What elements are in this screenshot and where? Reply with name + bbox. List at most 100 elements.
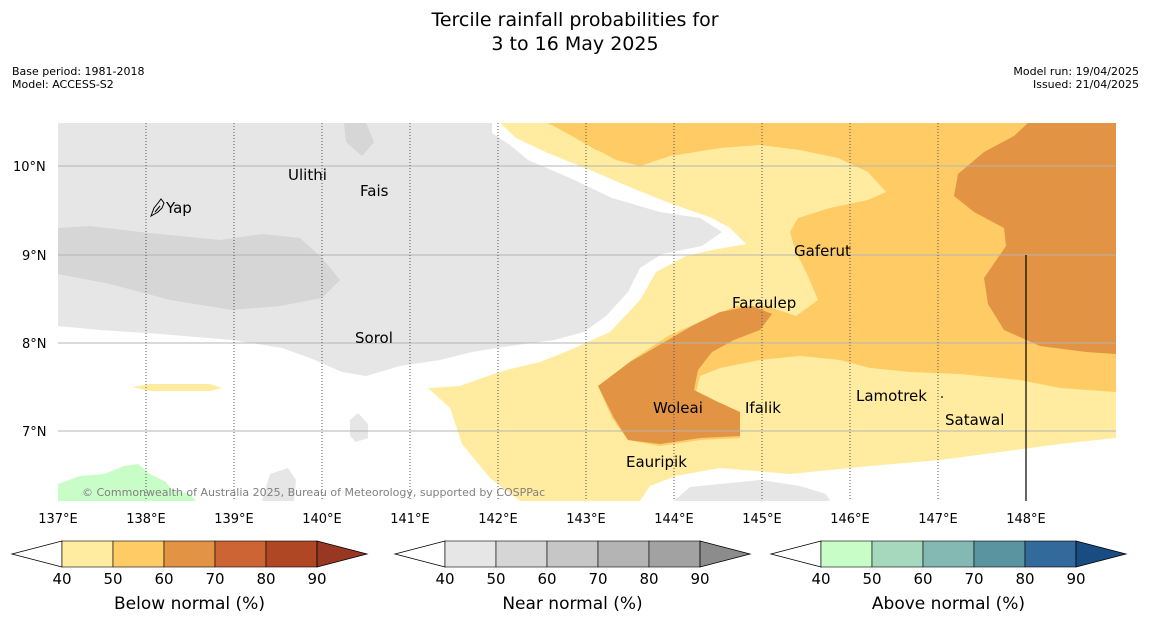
colorbar-near-normal: 40 50 60 70 80 90 Near normal (%) <box>393 540 752 614</box>
colorbar-title: Above normal (%) <box>872 594 1025 614</box>
lon-tick: 137°E <box>38 512 78 527</box>
place-label: Sorol <box>355 329 393 347</box>
colorbar-tick-label: 60 <box>913 570 932 588</box>
lon-gridlines <box>145 123 939 501</box>
region-above-normal-40 <box>58 464 196 501</box>
colorbar-below-normal: 40 50 60 70 80 90 Below normal (%) <box>10 540 369 614</box>
lon-tick: 141°E <box>390 512 430 527</box>
region-near-normal-40-south <box>262 468 296 501</box>
place-label: Yap <box>165 199 192 217</box>
copyright-notice: © Commonwealth of Australia 2025, Bureau… <box>82 486 545 499</box>
place-label: Gaferut <box>794 242 851 260</box>
colorbar-segment <box>1024 540 1077 568</box>
colorbar-under-arrow <box>10 540 63 568</box>
colorbar-segment <box>495 540 548 568</box>
lon-tick: 143°E <box>566 512 606 527</box>
colorbar-segment <box>214 540 267 568</box>
colorbar-over-arrow <box>316 540 369 568</box>
lon-tick-labels: 137°E 138°E 139°E 140°E 141°E 142°E 143°… <box>38 512 1046 527</box>
region-near-normal-50-top <box>344 123 374 156</box>
lon-tick: 142°E <box>478 512 518 527</box>
colorbar-segment <box>973 540 1026 568</box>
colorbar-segment <box>444 540 497 568</box>
colorbar-tick-label: 50 <box>486 570 505 588</box>
colorbar-tick-label: 80 <box>256 570 275 588</box>
meta-left: Base period: 1981-2018 Model: ACCESS-S2 <box>12 65 144 91</box>
lamotrek-marker <box>941 396 943 398</box>
title-line-1: Tercile rainfall probabilities for <box>431 9 719 31</box>
colorbar-title: Below normal (%) <box>114 594 265 614</box>
meta-right: Model run: 19/04/2025 Issued: 21/04/2025 <box>1013 65 1139 91</box>
region-below-normal-40-strip <box>132 384 222 391</box>
place-label: Satawal <box>945 411 1004 429</box>
region-near-normal-50 <box>58 226 340 310</box>
colorbar-tick-label: 50 <box>862 570 881 588</box>
place-label: Ifalik <box>745 399 781 417</box>
place-label: Woleai <box>653 399 703 417</box>
place-label: Eauripik <box>626 453 687 471</box>
lon-tick: 138°E <box>126 512 166 527</box>
place-label: Faraulep <box>732 294 796 312</box>
colorbar-segment <box>871 540 924 568</box>
colorbar-tick-label: 70 <box>964 570 983 588</box>
lat-tick: 8°N <box>22 337 47 352</box>
colorbar-tick-label: 90 <box>1066 570 1085 588</box>
colorbar-tick-label: 40 <box>435 570 454 588</box>
colorbar-tick-label: 90 <box>307 570 326 588</box>
model-run: Model run: 19/04/2025 <box>1013 65 1139 78</box>
colorbar-tick-label: 50 <box>103 570 122 588</box>
lon-tick: 145°E <box>742 512 782 527</box>
colorbar-over-arrow <box>699 540 752 568</box>
region-near-normal-40-dot <box>350 413 368 442</box>
colorbar-tick-label: 60 <box>154 570 173 588</box>
colorbar-tick-label: 40 <box>52 570 71 588</box>
region-below-normal-50-arm <box>548 123 750 160</box>
colorbar-tick-label: 40 <box>811 570 830 588</box>
place-label: Ulithi <box>288 166 327 184</box>
colorbar-segment <box>820 540 873 568</box>
colorbar-tick-label: 60 <box>537 570 556 588</box>
map-area[interactable]: Ulithi Fais Yap Gaferut Faraulep Sorol L… <box>58 123 1116 501</box>
region-below-normal-60-woleai <box>598 306 772 444</box>
place-label: Fais <box>360 182 389 200</box>
chart-title: Tercile rainfall probabilities for 3 to … <box>0 8 1150 56</box>
lon-tick: 146°E <box>830 512 870 527</box>
colorbar-segment <box>163 540 216 568</box>
colorbar-under-arrow <box>769 540 822 568</box>
title-line-2: 3 to 16 May 2025 <box>491 33 659 55</box>
colorbar-tick-label: 70 <box>588 570 607 588</box>
lon-tick: 148°E <box>1006 512 1046 527</box>
colorbar-segment <box>922 540 975 568</box>
colorbar-tick-label: 90 <box>690 570 709 588</box>
colorbar-tick-label: 70 <box>205 570 224 588</box>
yap-island-shape <box>150 198 165 218</box>
region-near-normal-40-se <box>674 480 830 501</box>
colorbar-segment <box>265 540 318 568</box>
colorbar-above-normal: 40 50 60 70 80 90 Above normal (%) <box>769 540 1128 614</box>
colorbar-segment <box>112 540 165 568</box>
lon-tick: 140°E <box>302 512 342 527</box>
colorbar-tick-label: 80 <box>639 570 658 588</box>
colorbar-segment <box>597 540 650 568</box>
lon-tick: 144°E <box>654 512 694 527</box>
lon-tick: 147°E <box>918 512 958 527</box>
lat-tick-labels: 10°N 9°N 8°N 7°N <box>13 160 47 440</box>
region-below-normal-60-ne <box>954 123 1116 354</box>
place-label: Lamotrek <box>856 387 927 405</box>
model-name: Model: ACCESS-S2 <box>12 78 114 91</box>
colorbar-segment <box>648 540 701 568</box>
lat-tick: 10°N <box>13 160 46 175</box>
issued-date: Issued: 21/04/2025 <box>1032 78 1139 91</box>
lon-tick: 139°E <box>214 512 254 527</box>
colorbar-over-arrow <box>1075 540 1128 568</box>
colorbar-tick-label: 80 <box>1015 570 1034 588</box>
region-near-normal-40 <box>58 123 722 376</box>
colorbar-segment <box>546 540 599 568</box>
colorbar-segment <box>61 540 114 568</box>
colorbar-title: Near normal (%) <box>502 594 642 614</box>
lat-tick: 9°N <box>22 249 47 264</box>
place-labels: Ulithi Fais Yap Gaferut Faraulep Sorol L… <box>165 166 1004 471</box>
lat-tick: 7°N <box>22 425 47 440</box>
colorbar-under-arrow <box>393 540 446 568</box>
